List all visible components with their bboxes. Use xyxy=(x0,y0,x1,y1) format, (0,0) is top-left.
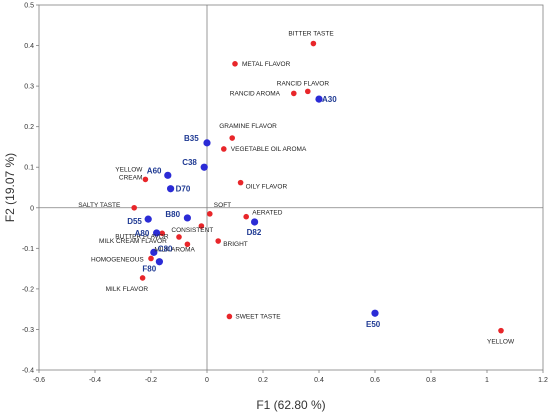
sample-point-c80 xyxy=(150,248,158,256)
attribute-label-milk-flavor: MILK FLAVOR xyxy=(106,286,149,293)
attribute-label-consistent: CONSISTENT xyxy=(171,227,213,234)
y-tick-label: -0.1 xyxy=(22,246,34,253)
attribute-point-salty-taste xyxy=(131,204,137,211)
attribute-point-butter-flavor xyxy=(159,230,165,237)
sample-label-c38: C38 xyxy=(182,158,197,167)
attribute-label-rancid-flavor: RANCID FLAVOR xyxy=(277,80,330,87)
x-tick-label: -0.6 xyxy=(33,377,45,384)
attribute-label-bitter-taste: BITTER TASTE xyxy=(288,31,334,38)
attribute-point-aerated xyxy=(243,213,249,220)
attribute-point-vegetable-oil-aroma xyxy=(221,146,227,152)
sample-point-d55 xyxy=(144,215,152,223)
attribute-label-vegetable-oil-aroma: VEGETABLE OIL AROMA xyxy=(231,146,307,153)
attribute-label-gramine-flavor: GRAMINE FLAVOR xyxy=(219,123,277,130)
attribute-point-rancid-aroma xyxy=(291,90,297,97)
sample-label-e50: E50 xyxy=(366,320,381,329)
attribute-label-bright: BRIGHT xyxy=(223,241,248,248)
sample-label-f80: F80 xyxy=(142,265,156,274)
sample-label-d70: D70 xyxy=(176,185,191,194)
y-tick-label: 0 xyxy=(30,205,34,212)
attribute-point-milk-aroma xyxy=(184,241,191,248)
sample-label-b80: B80 xyxy=(165,210,180,219)
y-tick-label: 0.3 xyxy=(24,84,34,91)
y-tick-label: -0.2 xyxy=(22,286,34,293)
attribute-point-yellow xyxy=(498,327,504,334)
x-tick-label: 1.2 xyxy=(538,377,548,384)
points-layer xyxy=(131,40,504,334)
attribute-label-butter-flavor: BUTTER FLAVOR xyxy=(115,233,169,240)
sample-label-a30: A30 xyxy=(322,95,337,104)
y-tick-label: -0.4 xyxy=(22,368,34,375)
sample-point-d82 xyxy=(251,218,259,226)
x-tick-label: 0 xyxy=(205,377,209,384)
attribute-label-aerated: AERATED xyxy=(252,210,283,217)
sample-point-a30 xyxy=(315,95,323,103)
y-tick-label: 0.5 xyxy=(24,3,34,10)
attribute-point-consistent xyxy=(198,223,205,229)
x-tick-label: -0.2 xyxy=(145,377,157,384)
sample-label-b35: B35 xyxy=(184,134,199,143)
axes-layer: -0.6 -0.4 -0.2 0 0.2 0.4 0.6 0.8 1 1.2 -0.4 -0.3 -0.… xyxy=(22,3,548,385)
attribute-point-soft xyxy=(207,211,213,217)
sample-point-a60 xyxy=(164,171,172,179)
attribute-point-sweet-taste xyxy=(226,313,233,320)
attribute-label-sweet-taste: SWEET TASTE xyxy=(235,313,281,320)
attribute-label-rancid-aroma: RANCID AROMA xyxy=(230,90,281,97)
y-tick-label: -0.3 xyxy=(22,327,34,334)
y-axis-title: F2 (19.07 %) xyxy=(3,153,17,222)
y-tick-label: 0.2 xyxy=(24,124,34,131)
attribute-point-oily-flavor xyxy=(237,179,244,186)
x-tick-label: 0.2 xyxy=(258,377,268,384)
sample-point-e50 xyxy=(371,309,379,317)
attribute-label-yellow-cream: CREAM xyxy=(119,174,142,181)
attribute-point-milk-flavor xyxy=(139,275,146,281)
y-tick-label: 0.4 xyxy=(24,43,34,50)
x-tick-label: 1 xyxy=(485,377,489,384)
x-axis-title: F1 (62.80 %) xyxy=(256,398,325,412)
attribute-point-homogeneous xyxy=(148,255,154,262)
attribute-label-yellow-cream: YELLOW xyxy=(115,166,143,173)
attribute-point-yellow-cream xyxy=(142,176,149,183)
x-tick-label: 0.8 xyxy=(426,377,436,384)
sample-label-a60: A60 xyxy=(147,166,162,175)
sample-point-d70 xyxy=(167,185,175,193)
attribute-point-metal-flavor xyxy=(232,61,238,67)
sample-point-c38 xyxy=(200,163,208,171)
x-tick-label: -0.4 xyxy=(89,377,101,384)
sample-point-b80 xyxy=(183,214,191,222)
attribute-label-homogeneous: HOMOGENEOUS xyxy=(91,256,144,263)
attribute-label-metal-flavor: METAL FLAVOR xyxy=(242,61,291,68)
attribute-label-oily-flavor: OILY FLAVOR xyxy=(246,184,288,191)
x-tick-label: 0.6 xyxy=(370,377,380,384)
attribute-point-rancid-flavor xyxy=(305,88,311,95)
attribute-label-salty-taste: SALTY TASTE xyxy=(78,202,121,209)
attribute-point-gramine-flavor xyxy=(229,135,235,141)
x-tick-label: 0.4 xyxy=(314,377,324,384)
plot-frame xyxy=(38,4,544,371)
sample-point-a80 xyxy=(153,229,161,237)
attribute-point-milk-cream-flavor xyxy=(176,234,182,240)
attribute-label-milk-aroma: MILK AROMA xyxy=(154,246,195,253)
sample-label-d55: D55 xyxy=(127,217,142,226)
sample-label-a80: A80 xyxy=(135,229,150,238)
attribute-point-bitter-taste xyxy=(310,40,317,47)
attribute-label-soft: SOFT xyxy=(214,202,231,209)
attribute-point-bright xyxy=(215,238,221,244)
y-tick-label: 0.1 xyxy=(24,165,34,172)
attribute-label-milk-cream-flavor: MILK CREAM FLAVOR xyxy=(99,238,167,245)
sample-label-d82: D82 xyxy=(247,228,262,237)
sample-label-c80: C80 xyxy=(158,244,173,253)
sample-point-f80 xyxy=(155,258,163,266)
attribute-label-yellow: YELLOW xyxy=(487,339,515,346)
labels-layer: BITTER TASTE METAL FLAVOR RANCID FLAVOR RAN… xyxy=(78,31,515,346)
sample-point-b35 xyxy=(203,139,211,147)
